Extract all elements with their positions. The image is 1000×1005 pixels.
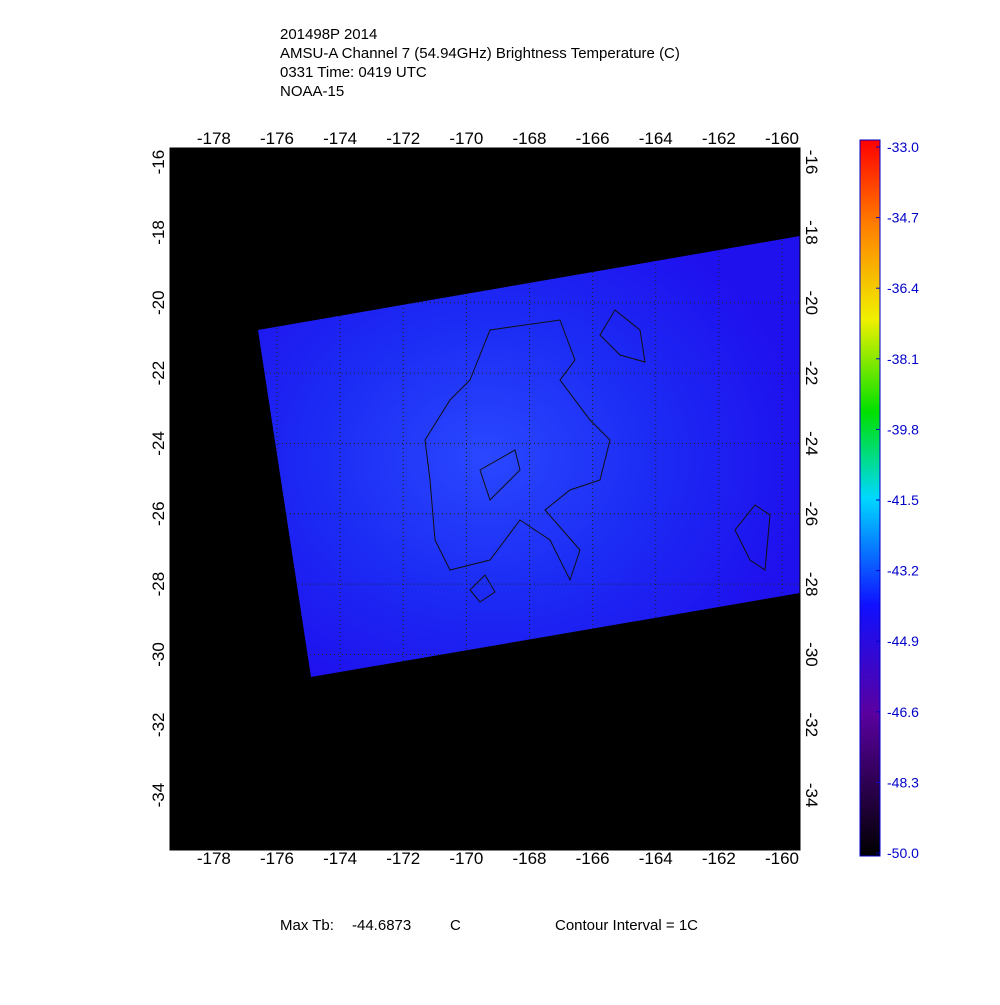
y-tick-label: -22 [802, 361, 821, 386]
x-tick-label: -168 [512, 129, 546, 148]
x-tick-label: -160 [765, 129, 799, 148]
x-tick-label: -178 [197, 849, 231, 868]
colorbar-label: -44.9 [887, 633, 919, 649]
x-tick-label: -168 [512, 849, 546, 868]
x-tick-label: -174 [323, 849, 357, 868]
x-tick-label: -176 [260, 849, 294, 868]
max-value: -44.6873 [352, 917, 411, 934]
x-tick-label: -172 [386, 129, 420, 148]
colorbar-label: -36.4 [887, 280, 919, 296]
colorbar-label: -33.0 [887, 139, 919, 155]
colorbar-label: -48.3 [887, 774, 919, 790]
y-tick-label: -32 [149, 713, 168, 738]
y-tick-label: -28 [802, 572, 821, 597]
colorbar [859, 139, 881, 857]
x-tick-label: -162 [702, 849, 736, 868]
colorbar-ticks: -33.0 -34.7 -36.4 -38.1 -39.8 -41.5 -43.2 -44.9… [876, 139, 919, 861]
header: 201498P 2014 AMSU-A Channel 7 (54.94GHz) … [280, 26, 680, 100]
y-tick-label: -30 [149, 642, 168, 667]
y-tick-label: -34 [149, 783, 168, 808]
title-line: AMSU-A Channel 7 (54.94GHz) Brightness T… [280, 45, 680, 62]
colorbar-label: -50.0 [887, 845, 919, 861]
y-tick-label: -20 [802, 290, 821, 315]
max-unit: C [450, 917, 461, 934]
x-tick-label: -174 [323, 129, 357, 148]
x-tick-label: -164 [639, 129, 673, 148]
y-tick-label: -24 [149, 431, 168, 456]
max-label: Max Tb: [280, 917, 334, 934]
y-tick-label: -26 [802, 501, 821, 526]
title-line: 201498P 2014 [280, 26, 377, 43]
y-tick-label: -22 [149, 361, 168, 386]
colorbar-label: -43.2 [887, 563, 919, 579]
title-line: 0331 Time: 0419 UTC [280, 64, 427, 81]
contours [424, 309, 771, 603]
y-tick-label: -18 [149, 220, 168, 245]
y-tick-label: -30 [802, 642, 821, 667]
x-tick-label: -170 [449, 129, 483, 148]
y-tick-label: -26 [149, 501, 168, 526]
y-tick-label: -24 [802, 431, 821, 456]
colorbar-label: -41.5 [887, 492, 919, 508]
y-tick-label: -20 [149, 290, 168, 315]
x-tick-label: -162 [702, 129, 736, 148]
x-tick-label: -176 [260, 129, 294, 148]
colorbar-label: -38.1 [887, 351, 919, 367]
y-tick-label: -18 [802, 220, 821, 245]
x-tick-label: -166 [576, 129, 610, 148]
map-frame [169, 147, 801, 851]
y-tick-label: -16 [802, 150, 821, 175]
x-tick-label: -172 [386, 849, 420, 868]
x-tick-label: -160 [765, 849, 799, 868]
x-tick-label: -164 [639, 849, 673, 868]
x-tick-label: -170 [449, 849, 483, 868]
x-tick-label: -178 [197, 129, 231, 148]
title-line: NOAA-15 [280, 83, 344, 100]
swath [258, 236, 800, 677]
y-tick-label: -32 [802, 713, 821, 738]
colorbar-label: -34.7 [887, 210, 919, 226]
y-tick-label: -16 [149, 150, 168, 175]
y-tick-label: -34 [802, 783, 821, 808]
contour-interval: Contour Interval = 1C [555, 917, 698, 934]
y-tick-label: -28 [149, 572, 168, 597]
x-tick-label: -166 [576, 849, 610, 868]
colorbar-label: -46.6 [887, 704, 919, 720]
axes: -178 -178 -176 -176 -174 -174 -172 -172 -170 -170… [149, 129, 821, 868]
colorbar-label: -39.8 [887, 421, 919, 437]
